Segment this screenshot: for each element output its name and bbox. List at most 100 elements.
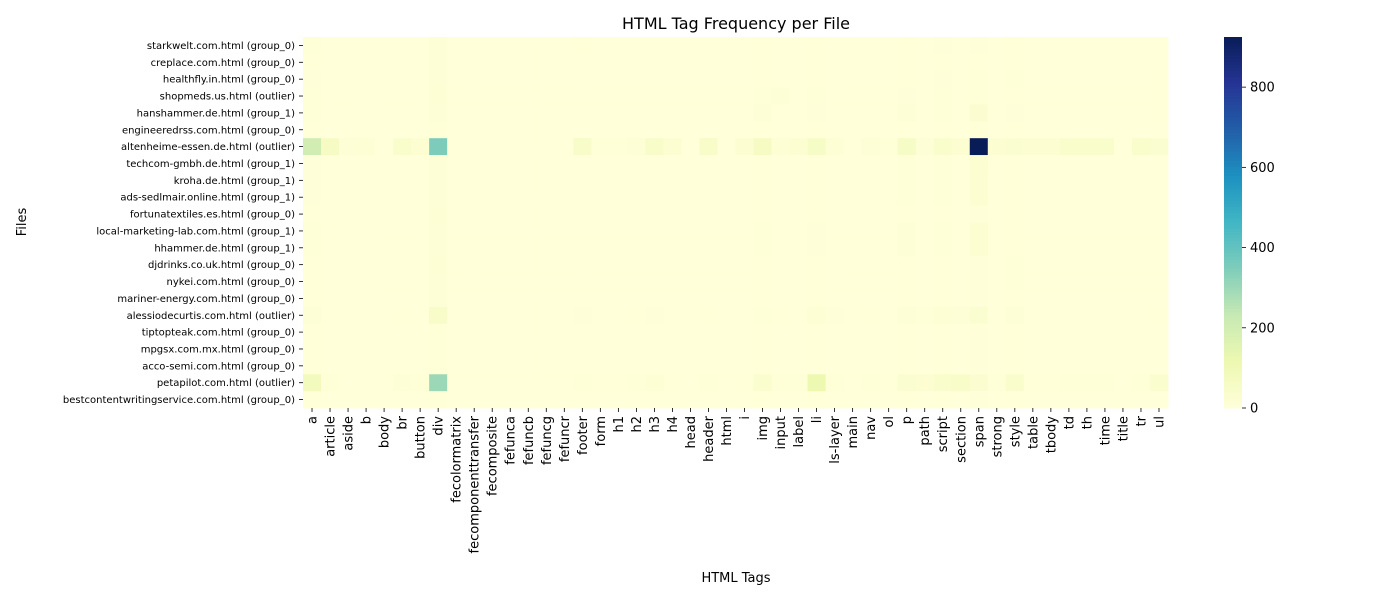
- heatmap-cell: [771, 104, 790, 122]
- colorbar-segment: [1224, 182, 1242, 186]
- heatmap-cell: [1131, 289, 1151, 308]
- heatmap-cell: [501, 87, 520, 105]
- heatmap-cell: [537, 87, 556, 105]
- heatmap-cell: [843, 374, 863, 392]
- heatmap-cell: [753, 289, 772, 308]
- heatmap-cell: [933, 323, 953, 341]
- heatmap-cell: [771, 53, 790, 72]
- heatmap-cell: [393, 357, 412, 375]
- heatmap-cell: [591, 53, 610, 72]
- heatmap-cell: [897, 256, 917, 274]
- colorbar-segment: [1224, 89, 1242, 94]
- heatmap-cell: [411, 53, 430, 72]
- heatmap-cell: [321, 70, 340, 88]
- heatmap-cell: [915, 273, 935, 291]
- heatmap-cell: [915, 104, 935, 122]
- heatmap-cell: [375, 70, 394, 88]
- heatmap-cell: [393, 121, 412, 139]
- colorbar-segment: [1224, 83, 1242, 87]
- heatmap-cell: [987, 273, 1007, 291]
- heatmap-cell: [825, 155, 845, 173]
- heatmap-cell: [699, 104, 718, 122]
- heatmap-cell: [753, 87, 772, 105]
- heatmap-cell: [1005, 222, 1025, 240]
- colorbar-segment: [1224, 346, 1242, 350]
- heatmap-cell: [501, 239, 520, 257]
- heatmap-cell: [1095, 87, 1115, 105]
- heatmap-cell: [699, 374, 718, 392]
- heatmap-cell: [1059, 306, 1079, 325]
- heatmap-cell: [807, 70, 826, 88]
- heatmap-cell: [429, 273, 448, 291]
- heatmap-cell: [339, 87, 358, 105]
- heatmap-cell: [555, 273, 574, 291]
- colorbar-segment: [1224, 166, 1242, 171]
- x-tick-label: section: [954, 416, 969, 463]
- heatmap-cell: [987, 306, 1007, 325]
- colorbar-segment: [1224, 160, 1242, 165]
- heatmap-cell: [303, 256, 322, 274]
- heatmap-cell: [735, 155, 754, 173]
- heatmap-cell: [969, 340, 989, 358]
- heatmap-cell: [771, 155, 790, 173]
- heatmap-cell: [951, 273, 971, 291]
- heatmap-cell: [663, 222, 682, 240]
- heatmap-cell: [807, 391, 826, 409]
- heatmap-cell: [1131, 273, 1151, 291]
- heatmap-cell: [1149, 256, 1169, 274]
- heatmap-cell: [1041, 121, 1061, 139]
- heatmap-cell: [735, 239, 754, 257]
- heatmap-cell: [591, 121, 610, 139]
- heatmap-cell: [339, 104, 358, 122]
- colorbar-segment: [1224, 250, 1242, 254]
- heatmap-cell: [339, 121, 358, 139]
- heatmap-cell: [429, 340, 448, 358]
- heatmap-cell: [1041, 222, 1061, 240]
- heatmap-cell: [807, 374, 826, 392]
- heatmap-cell: [771, 121, 790, 139]
- heatmap-cell: [807, 37, 826, 55]
- heatmap-cell: [681, 306, 700, 325]
- x-tick-label: fefuncr: [558, 415, 573, 462]
- heatmap-cell: [483, 391, 502, 409]
- heatmap-cell: [645, 289, 664, 308]
- heatmap-cell: [555, 374, 574, 392]
- heatmap-cell: [1059, 121, 1079, 139]
- heatmap-cell: [735, 205, 754, 223]
- heatmap-cell: [573, 239, 592, 257]
- heatmap-cell: [987, 87, 1007, 105]
- y-tick-label: bestcontentwritingservice.com.html (grou…: [63, 395, 295, 406]
- heatmap-cell: [447, 138, 466, 156]
- heatmap-cell: [681, 289, 700, 308]
- heatmap-cell: [699, 222, 718, 240]
- heatmap-cell: [483, 53, 502, 72]
- heatmap-cell: [627, 256, 646, 274]
- heatmap-cell: [735, 188, 754, 207]
- heatmap-cell: [771, 70, 790, 88]
- heatmap-cell: [1059, 155, 1079, 173]
- heatmap-cell: [555, 239, 574, 257]
- heatmap-cell: [411, 37, 430, 55]
- heatmap-cell: [609, 171, 628, 190]
- x-tick-label: header: [702, 415, 717, 461]
- heatmap-cell: [645, 188, 664, 207]
- heatmap-cell: [861, 155, 881, 173]
- heatmap-cell: [321, 374, 340, 392]
- heatmap-cell: [537, 37, 556, 55]
- colorbar-tick-label: 600: [1250, 161, 1275, 176]
- heatmap-cell: [969, 155, 989, 173]
- heatmap-cell: [699, 239, 718, 257]
- heatmap-cell: [537, 340, 556, 358]
- heatmap-cell: [393, 323, 412, 341]
- heatmap-cell: [375, 391, 394, 409]
- heatmap-cell: [627, 273, 646, 291]
- heatmap-cell: [1041, 53, 1061, 72]
- heatmap-cell: [1149, 70, 1169, 88]
- heatmap-cell: [897, 357, 917, 375]
- x-tick-label: form: [594, 416, 609, 446]
- heatmap-cell: [519, 239, 538, 257]
- heatmap-cell: [717, 205, 736, 223]
- x-tick-label: fecomposite: [486, 416, 501, 496]
- heatmap-cell: [303, 306, 322, 325]
